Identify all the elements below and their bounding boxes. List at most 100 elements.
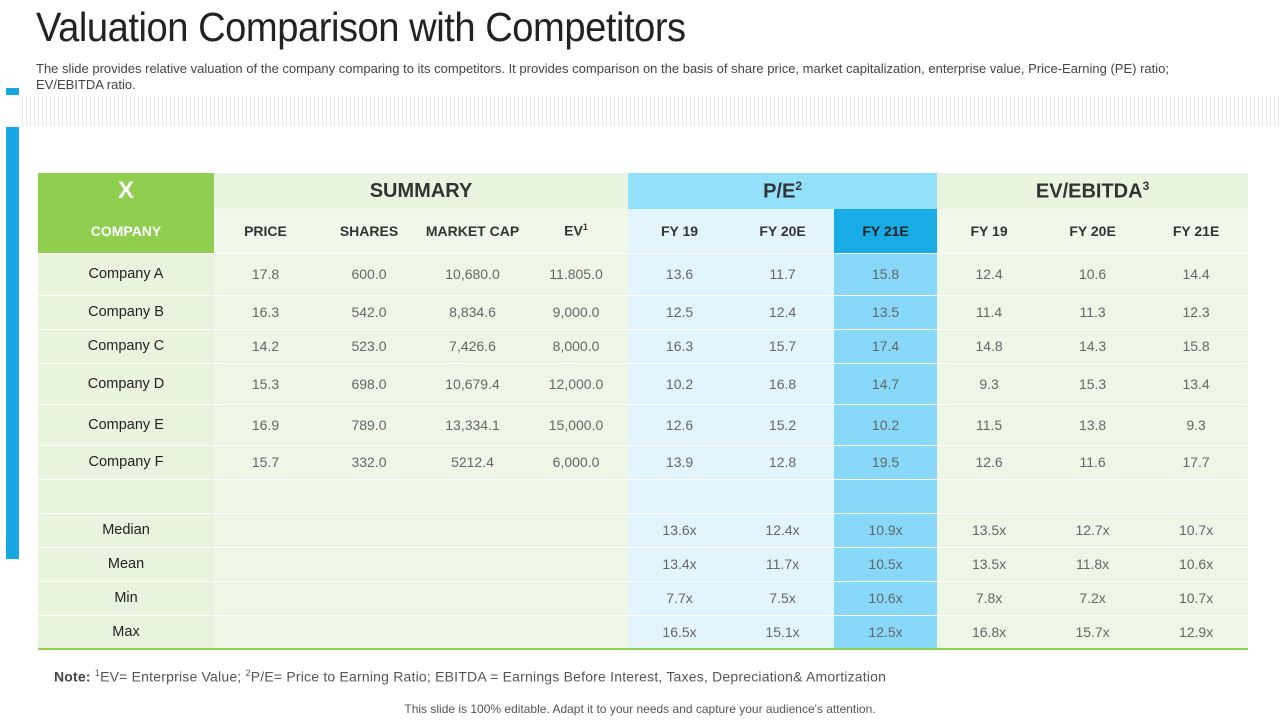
table-row: Company F 15.7 332.0 5212.4 6,000.0 13.9…: [38, 444, 1249, 479]
footer-text: This slide is 100% editable. Adapt it to…: [404, 702, 876, 716]
table-cell: 600.0: [317, 252, 421, 295]
table-cell: 10,679.4: [421, 362, 524, 404]
table-row: Company A 17.8 600.0 10,680.0 11.805.0 1…: [38, 252, 1249, 295]
table-cell: 523.0: [317, 328, 421, 363]
table-cell: 17.7: [1144, 444, 1249, 479]
table-cell: 12.5: [628, 294, 732, 329]
ev-ebitda-group-header: EV/EBITDA3: [937, 173, 1249, 209]
table-cell: 16.3: [214, 294, 317, 329]
price-column-header: PRICE: [214, 209, 317, 253]
page-subtitle: The slide provides relative valuation of…: [36, 61, 1169, 92]
table-cell: 7.5x: [731, 580, 835, 615]
table-cell: 12.4: [937, 252, 1042, 295]
table-cell: 10,680.0: [421, 252, 524, 295]
table-cell: 15.7: [214, 444, 317, 479]
table-cell: 12.3: [1144, 294, 1249, 329]
table-cell: 12.8: [731, 444, 835, 479]
table-cell: 332.0: [317, 444, 421, 479]
company-column-header: COMPANY: [38, 209, 214, 253]
table-cell: 14.7: [834, 362, 938, 404]
table-cell: 10.2: [834, 403, 938, 445]
pe-group-header: P/E2: [628, 173, 938, 209]
table-cell: 15.7x: [1041, 614, 1145, 650]
table-spacer-row: [38, 478, 1249, 513]
table-cell: 12.6: [628, 403, 732, 445]
stat-label-cell: Max: [38, 614, 214, 650]
table-cell: 10.6x: [834, 580, 938, 615]
table-cell: 14.8: [937, 328, 1042, 363]
table-cell: 11.7x: [731, 546, 835, 581]
table-cell: 10.2: [628, 362, 732, 404]
table-cell: 10.5x: [834, 546, 938, 581]
company-name-cell: Company F: [38, 444, 214, 479]
table-row: Company C 14.2 523.0 7,426.6 8,000.0 16.…: [38, 328, 1249, 363]
table-cell: 13.6: [628, 252, 732, 295]
summary-group-header: SUMMARY: [214, 173, 629, 209]
market-cap-column-header: MARKET CAP: [421, 209, 524, 253]
pe-fy21e-column-header: FY 21E: [834, 209, 938, 253]
stats-row-max: Max 16.5x 15.1x 12.5x 16.8x 15.7x 12.9x: [38, 614, 1249, 650]
table-cell: 10.6x: [1144, 546, 1249, 581]
table-cell: 10.9x: [834, 512, 938, 547]
table-cell: 12.4: [731, 294, 835, 329]
company-name-cell: Company C: [38, 328, 214, 363]
table-cell: 14.2: [214, 328, 317, 363]
table-cell: 11.5: [937, 403, 1042, 445]
table-cell: 13.5: [834, 294, 938, 329]
table-cell: 12.9x: [1144, 614, 1249, 650]
table-cell: 8,834.6: [421, 294, 524, 329]
table-row: Company E 16.9 789.0 13,334.1 15,000.0 1…: [38, 403, 1249, 445]
table-cell: 13.6x: [628, 512, 732, 547]
page-title: Valuation Comparison with Competitors: [36, 4, 686, 50]
accent-marker: [6, 88, 19, 95]
table-cell: 15.2: [731, 403, 835, 445]
table-cell: 12.6: [937, 444, 1042, 479]
table-cell: 5212.4: [421, 444, 524, 479]
stats-row-min: Min 7.7x 7.5x 10.6x 7.8x 7.2x 10.7x: [38, 580, 1249, 615]
table-cell: 15.7: [731, 328, 835, 363]
company-name-cell: Company E: [38, 403, 214, 445]
table-cell: 12,000.0: [524, 362, 629, 404]
table-cell: 16.5x: [628, 614, 732, 650]
company-name-cell: Company D: [38, 362, 214, 404]
table-cell: 12.4x: [731, 512, 835, 547]
footnote: Note: 1EV= Enterprise Value; 2P/E= Price…: [54, 668, 887, 685]
table-cell: 11.6: [1041, 444, 1145, 479]
table-cell: 11.4: [937, 294, 1042, 329]
table-cell: 16.8: [731, 362, 835, 404]
table-cell: 9.3: [937, 362, 1042, 404]
table-cell: 10.6: [1041, 252, 1145, 295]
table-cell: 13,334.1: [421, 403, 524, 445]
table-cell: 13.9: [628, 444, 732, 479]
table-cell: 17.8: [214, 252, 317, 295]
company-name-cell: Company B: [38, 294, 214, 329]
table-cell: 15.1x: [731, 614, 835, 650]
table-cell: 15.8: [1144, 328, 1249, 363]
table-cell: 15,000.0: [524, 403, 629, 445]
table-cell: 542.0: [317, 294, 421, 329]
table-cell: 17.4: [834, 328, 938, 363]
pe-fy20e-column-header: FY 20E: [731, 209, 835, 253]
stat-label-cell: Median: [38, 512, 214, 547]
divider-band: [22, 96, 1280, 126]
table-cell: 13.4x: [628, 546, 732, 581]
table-cell: 11.8x: [1041, 546, 1145, 581]
valuation-table: X SUMMARY P/E2 EV/EBITDA3 COMPANY PRICE …: [38, 173, 1249, 650]
table-cell: 13.5x: [937, 546, 1042, 581]
ev-column-header: EV1: [524, 209, 629, 253]
table-cell: 14.3: [1041, 328, 1145, 363]
table-cell: 11.805.0: [524, 252, 629, 295]
table-cell: 8,000.0: [524, 328, 629, 363]
table-row: Company B 16.3 542.0 8,834.6 9,000.0 12.…: [38, 294, 1249, 329]
company-name-cell: Company A: [38, 252, 214, 295]
table-cell: 15.8: [834, 252, 938, 295]
table-cell: 10.7x: [1144, 512, 1249, 547]
accent-bar: [6, 127, 19, 559]
table-cell: 9,000.0: [524, 294, 629, 329]
table-cell: 7.2x: [1041, 580, 1145, 615]
table-cell: 7.7x: [628, 580, 732, 615]
table-cell: 6,000.0: [524, 444, 629, 479]
table-cell: 698.0: [317, 362, 421, 404]
table-cell: 16.8x: [937, 614, 1042, 650]
table-cell: 7.8x: [937, 580, 1042, 615]
